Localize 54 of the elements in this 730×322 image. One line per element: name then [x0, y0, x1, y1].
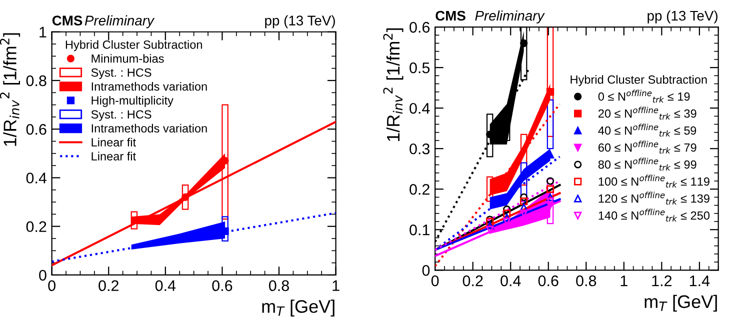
y-tick-label: 0.2	[410, 184, 430, 195]
x-axis-title: m$_{T}$ [GeV]	[262, 300, 334, 316]
text: pp (13 TeV)	[648, 10, 718, 24]
y-tick-label: 0.5	[410, 62, 430, 74]
y-tick-label: 0.1	[410, 224, 430, 236]
y-tick-label: 0.4	[26, 172, 47, 184]
legend-title: Hybrid Cluster Subtraction	[570, 75, 707, 86]
y-tick-label: 0.2	[26, 221, 46, 232]
x-tick-label: 1.4	[690, 276, 710, 286]
x-tick-label: 1	[620, 276, 628, 286]
text: pp (13 TeV)	[265, 15, 335, 28]
legend-title: Hybrid Cluster Subtraction	[66, 40, 202, 52]
legend-label: Syst. : HCS	[91, 110, 152, 121]
x-tick-label: 0	[48, 280, 56, 292]
y-tick-label: 0.8	[26, 75, 46, 86]
y-tick-label: 0.3	[410, 143, 430, 154]
legend-label: Minimum-bias	[92, 54, 164, 63]
y-axis-title: 1/R$_{inv}$$^{2}$ [1/fm$^{2}$]	[383, 28, 404, 142]
legend-label: 140 ≤ N$^{offline}$$_{trk}$ ≤ 250	[598, 208, 710, 222]
y-tick-label: 0.6	[410, 22, 430, 33]
legend-label: 120 ≤ N$^{offline}$$_{trk}$ ≤ 139	[598, 192, 710, 205]
y-tick-label: 0.4	[410, 102, 430, 114]
legend-label: Linear fit	[92, 138, 136, 147]
y-axis-title: 1/R$_{inv}$$^{2}$ [1/fm$^{2}$]	[0, 33, 20, 146]
legend-label: High-multiplicity	[92, 96, 174, 107]
legend-label: 0 ≤ N$^{offline}$$_{trk}$ ≤ 19	[598, 90, 690, 103]
text: CMS	[52, 16, 82, 26]
x-tick-label: 0.6	[212, 280, 232, 292]
x-tick-label: 1.2	[652, 275, 672, 286]
x-tick-label: 0.2	[462, 275, 483, 286]
x-tick-label: 0.2	[98, 280, 118, 292]
x-tick-label: 0	[431, 275, 439, 286]
y-tick-label: 0.6	[26, 124, 46, 135]
text: CMS	[436, 10, 466, 21]
text: Preliminary	[84, 15, 155, 28]
legend-label: 60 ≤ N$^{offline}$$_{trk}$ ≤ 79	[598, 140, 696, 154]
y-tick-label: 1	[40, 26, 46, 38]
x-tick-label: 0.4	[155, 280, 176, 292]
legend-label: Intramethods variation	[92, 82, 207, 91]
x-tick-label: 0.4	[500, 275, 521, 286]
text: Preliminary	[475, 10, 545, 24]
legend-label: 20 ≤ N$^{offline}$$_{trk}$ ≤ 39	[598, 106, 696, 120]
x-tick-label: 1	[332, 280, 340, 291]
legend-label: 80 ≤ N$^{offline}$$_{trk}$ ≤ 99	[598, 158, 696, 171]
y-tick-label: 0	[422, 265, 430, 276]
x-tick-label: 0.6	[538, 275, 558, 286]
x-tick-label: 0.8	[268, 280, 289, 292]
legend-label: Syst. : HCS	[91, 68, 152, 80]
x-tick-label: 0.8	[576, 275, 596, 286]
legend-label: 100 ≤ N$^{offline}$$_{trk}$ ≤ 119	[598, 174, 710, 188]
x-axis-title: m$_{T}$ [GeV]	[644, 294, 717, 312]
legend-label: 40 ≤ N$^{offline}$$_{trk}$ ≤ 59	[598, 124, 696, 137]
legend-label: Linear fit	[92, 152, 136, 160]
legend-label: Intramethods variation	[92, 124, 207, 133]
